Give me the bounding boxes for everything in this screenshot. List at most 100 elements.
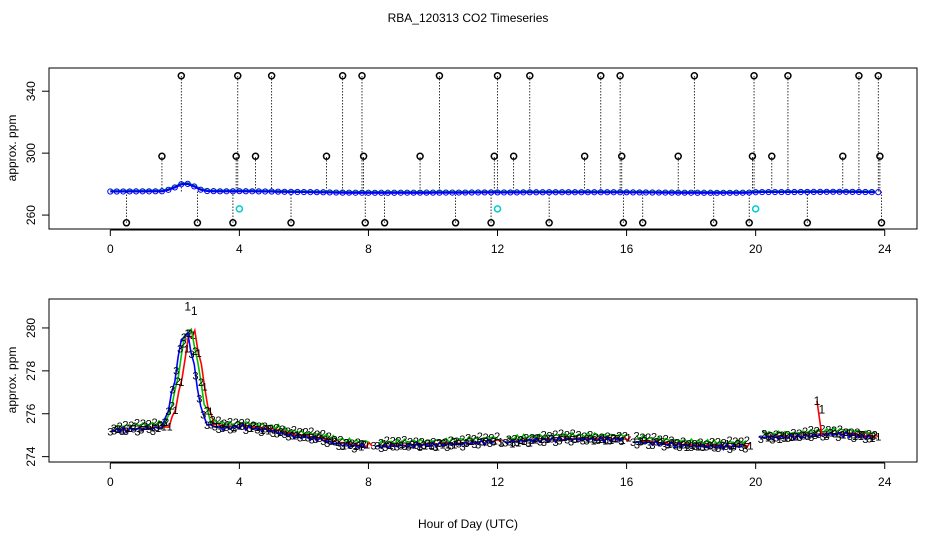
bottom-series-2-marker: 2 (773, 429, 779, 441)
bottom-series-3-marker: 3 (382, 442, 388, 454)
top-series-3-point (120, 188, 127, 195)
top-series-3-point (475, 189, 482, 196)
bottom-series-3-marker: 3 (169, 384, 175, 396)
bottom-series-2-marker: 2 (616, 431, 622, 443)
bottom-series-2-marker: 2 (151, 417, 157, 429)
bottom-series-3-marker: 3 (390, 441, 396, 453)
bottom-series-3-marker: 3 (595, 435, 601, 447)
bottom-series-3-marker: 3 (522, 436, 528, 448)
top-series-3-point (546, 189, 553, 196)
bottom-series-2-marker: 2 (837, 424, 843, 436)
top-series-3-point (700, 189, 708, 196)
bottom-series-2-marker: 2 (111, 423, 117, 435)
bottom-series-3-marker: 3 (328, 436, 334, 448)
bottom-series-3-marker: 3 (870, 431, 876, 443)
top-series-3-point (668, 189, 675, 196)
top-series-3-point (223, 188, 230, 195)
top-series-3-point (145, 188, 153, 195)
top-series-3-point (455, 189, 462, 196)
bottom-series-1-marker: 1 (736, 438, 742, 450)
bottom-x-tick-label: 16 (620, 475, 634, 489)
bottom-series-3-marker: 3 (471, 439, 477, 451)
top-series-3-point (752, 189, 759, 196)
bottom-series-1-marker: 1 (347, 439, 353, 451)
top-x-tick-label: 8 (365, 242, 372, 256)
top-raw-point (597, 71, 605, 80)
bottom-series-2-marker: 2 (384, 435, 390, 447)
bottom-series-3-marker: 3 (324, 438, 330, 450)
top-series-3-point (287, 188, 295, 196)
bottom-series-1-spike-line (816, 400, 823, 436)
bottom-series-3-marker: 3 (502, 437, 508, 449)
bottom-series-3-marker: 3 (525, 438, 531, 450)
top-series-3-point (513, 189, 520, 196)
bottom-series-1-peak-marker: 1 (191, 304, 198, 318)
bottom-series-1-marker: 1 (434, 442, 440, 454)
bottom-series-2-marker: 2 (134, 418, 140, 430)
bottom-y-tick-label: 276 (24, 403, 38, 423)
bottom-series-1-spike-marker: 1 (814, 394, 821, 408)
bottom-series-2-marker: 2 (355, 437, 361, 449)
bottom-series-3-marker: 3 (758, 434, 764, 446)
bottom-series-2-marker: 2 (337, 435, 343, 447)
bottom-series-3-marker: 3 (258, 427, 264, 439)
bottom-series-2-marker: 2 (413, 436, 419, 448)
bottom-series-2-marker: 2 (407, 437, 413, 449)
bottom-series-3-marker: 3 (572, 434, 578, 446)
top-series-3-point (604, 189, 611, 196)
bottom-y-tick-label: 280 (24, 318, 38, 338)
top-raw-point (618, 152, 626, 160)
bottom-series-2-marker: 2 (250, 420, 256, 432)
top-series-3-point (358, 189, 366, 196)
bottom-series-1-marker: 1 (829, 427, 835, 439)
bottom-series-2-marker: 2 (419, 436, 425, 448)
bottom-series-2-marker: 2 (459, 434, 465, 446)
top-series-3-point (262, 188, 269, 195)
bottom-series-3-marker: 3 (599, 434, 605, 446)
top-series-3-point (481, 189, 488, 196)
top-series-3-point (249, 188, 256, 195)
bottom-series-3-marker: 3 (603, 435, 609, 447)
top-raw-point (526, 71, 534, 80)
bottom-series-1-marker: 1 (788, 432, 794, 444)
bottom-series-1-marker: 1 (794, 432, 800, 444)
bottom-series-3-marker: 3 (200, 409, 206, 421)
top-series-3-point (720, 189, 727, 196)
bottom-series-2-marker: 2 (639, 432, 645, 444)
bottom-series-3-marker: 3 (293, 431, 299, 443)
top-series-3-point (371, 189, 379, 196)
bottom-series-2-marker: 2 (483, 432, 489, 444)
bottom-series-3-marker: 3 (436, 438, 442, 450)
bottom-series-3-marker: 3 (460, 441, 466, 453)
bottom-series-3-marker: 3 (235, 420, 241, 432)
bottom-series-1-marker: 1 (562, 432, 568, 444)
top-y-tick-label: 260 (24, 205, 38, 225)
bottom-series-3-marker: 3 (657, 438, 663, 450)
bottom-series-2-marker: 2 (744, 435, 750, 447)
bottom-series-3-marker: 3 (851, 433, 857, 445)
bottom-series-2-marker: 2 (657, 434, 663, 446)
top-series-3-point (197, 186, 204, 193)
top-series-3-point (591, 189, 598, 196)
bottom-series-3-marker: 3 (138, 424, 144, 436)
top-raw-point (855, 71, 863, 80)
top-series-3-point (236, 188, 243, 195)
bottom-series-2-line (635, 433, 747, 447)
top-raw-point (750, 71, 758, 80)
bottom-series-3-marker: 3 (247, 423, 253, 435)
bottom-series-3-marker: 3 (452, 436, 458, 448)
bottom-series-1-marker: 1 (120, 424, 126, 436)
bottom-series-3-marker: 3 (405, 441, 411, 453)
bottom-series-3-marker: 3 (607, 435, 613, 447)
bottom-series-3-marker: 3 (556, 435, 562, 447)
bottom-series-2-marker: 2 (256, 421, 262, 433)
bottom-series-3-marker: 3 (649, 440, 655, 452)
bottom-series-3-marker: 3 (227, 424, 233, 436)
top-series-3-point (507, 189, 514, 196)
chart-title: RBA_120313 CO2 Timeseries (388, 11, 549, 25)
bottom-series-3-marker: 3 (309, 434, 315, 446)
bottom-series-2-marker: 2 (227, 417, 233, 429)
bottom-series-3-marker: 3 (684, 440, 690, 452)
top-raw-point (487, 219, 495, 227)
bottom-series-1-marker: 1 (422, 440, 428, 452)
